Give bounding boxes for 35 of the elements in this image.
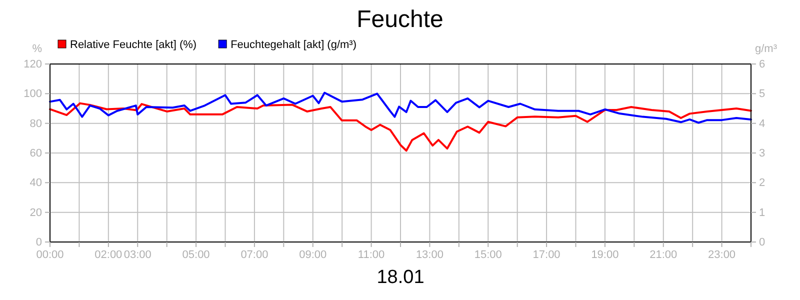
y2-tick-label: 4 (759, 118, 766, 130)
y-axis-title: % (32, 43, 42, 55)
y2-tick-label: 5 (759, 88, 766, 100)
y2-tick-label: 1 (759, 206, 766, 219)
y2-tick-label: 6 (759, 58, 766, 71)
y2-tick-label: 2 (759, 177, 766, 190)
x-tick-label: 07:00 (240, 248, 268, 261)
x-tick-label: 09:00 (299, 248, 327, 261)
x-tick-label: 11:00 (358, 248, 385, 261)
chart-title: Feuchte (356, 6, 444, 33)
y-tick-label: 120 (24, 58, 42, 71)
y-tick-label: 0 (36, 236, 42, 249)
x-tick-label: 17:00 (532, 248, 560, 261)
x-tick-label: 21:00 (650, 248, 678, 261)
y2-axis-title: g/m³ (755, 43, 778, 55)
line-series (49, 102, 752, 152)
y-tick-label: 40 (30, 177, 42, 190)
y-tick-label: 60 (30, 148, 42, 160)
x-tick-label: 23:00 (708, 248, 736, 261)
line-series (49, 92, 752, 124)
y2-tick-label: 3 (759, 148, 766, 160)
y2-tick-label: 0 (759, 236, 766, 249)
y-tick-label: 100 (24, 88, 42, 100)
x-tick-label: 03:00 (124, 248, 152, 261)
x-tick-label: 19:00 (591, 248, 619, 261)
legend-label: Relative Feuchte [akt] (%) (70, 39, 197, 51)
legend-label: Feuchtegehalt [akt] (g/m³) (230, 39, 357, 51)
x-axis-title: 18.01 (376, 267, 424, 288)
x-tick-label: 15:00 (474, 248, 502, 261)
y-tick-label: 20 (30, 206, 42, 219)
x-tick-label: 00:00 (36, 248, 64, 261)
x-tick-label: 02:00 (94, 248, 122, 261)
y-tick-label: 80 (30, 118, 42, 130)
x-tick-label: 05:00 (182, 248, 210, 261)
x-tick-label: 13:00 (416, 248, 444, 261)
